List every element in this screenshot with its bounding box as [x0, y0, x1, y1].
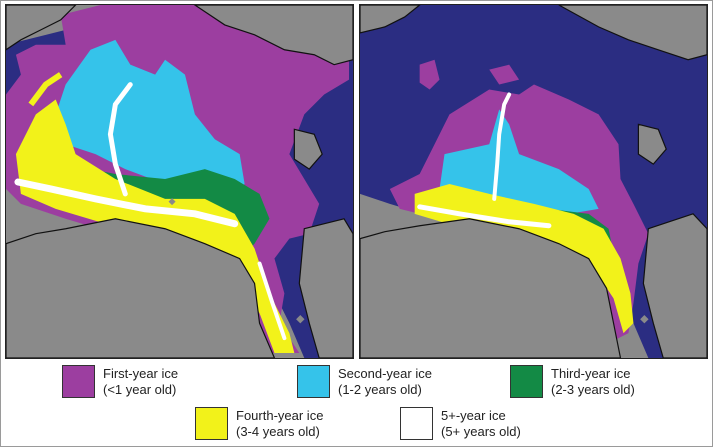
legend-item-second-year: Second-year ice (1-2 years old) — [297, 365, 432, 398]
first-year-ice-patch-2 — [489, 64, 520, 85]
land-siberia — [6, 5, 77, 51]
five-plus-ice-tail — [257, 261, 287, 341]
legend-text: 5+-year ice (5+ years old) — [441, 408, 521, 440]
first-year-ice-patch-1 — [419, 59, 440, 90]
legend-sublabel: (<1 year old) — [103, 381, 177, 397]
land-top-right — [193, 5, 353, 66]
land-right-coast — [642, 213, 707, 358]
legend-text: Third-year ice (2-3 years old) — [551, 366, 635, 398]
swatch-second-year — [297, 365, 330, 398]
swatch-fourth-year — [195, 407, 228, 440]
land-right-coast — [298, 218, 353, 358]
legend-label: Fourth-year ice — [236, 407, 324, 423]
five-plus-ice-band — [417, 204, 552, 229]
swatch-first-year — [62, 365, 95, 398]
map-right — [359, 4, 708, 359]
land-right-island — [637, 123, 667, 165]
legend-label: Third-year ice — [551, 365, 631, 381]
legend-item-fourth-year: Fourth-year ice (3-4 years old) — [195, 407, 323, 440]
legend-label: 5+-year ice — [441, 407, 506, 423]
land-top-right — [558, 5, 707, 61]
map-left-canvas — [6, 5, 353, 358]
legend-label: Second-year ice — [338, 365, 432, 381]
swatch-five-plus — [400, 407, 433, 440]
land-greenland — [6, 218, 276, 358]
five-plus-ice-spine — [107, 82, 133, 197]
five-plus-ice-band — [14, 178, 239, 228]
legend-text: First-year ice (<1 year old) — [103, 366, 178, 398]
legend-item-first-year: First-year ice (<1 year old) — [62, 365, 178, 398]
land-right-island — [293, 128, 323, 170]
legend: First-year ice (<1 year old) Second-year… — [0, 362, 713, 447]
legend-item-five-plus: 5+-year ice (5+ years old) — [400, 407, 521, 440]
second-year-ice-area — [439, 109, 599, 214]
swatch-third-year — [510, 365, 543, 398]
legend-text: Fourth-year ice (3-4 years old) — [236, 408, 323, 440]
legend-label: First-year ice — [103, 365, 179, 381]
legend-sublabel: (3-4 years old) — [236, 423, 320, 439]
land-siberia — [360, 5, 421, 34]
map-left — [5, 4, 354, 359]
five-plus-ice-spine — [492, 92, 512, 201]
land-greenland — [360, 218, 622, 358]
legend-text: Second-year ice (1-2 years old) — [338, 366, 432, 398]
legend-item-third-year: Third-year ice (2-3 years old) — [510, 365, 635, 398]
second-year-ice-area — [55, 39, 245, 199]
map-right-canvas — [360, 5, 707, 358]
fourth-year-ice-streak — [28, 72, 63, 107]
legend-sublabel: (5+ years old) — [441, 423, 521, 439]
legend-sublabel: (2-3 years old) — [551, 381, 635, 397]
legend-sublabel: (1-2 years old) — [338, 381, 422, 397]
